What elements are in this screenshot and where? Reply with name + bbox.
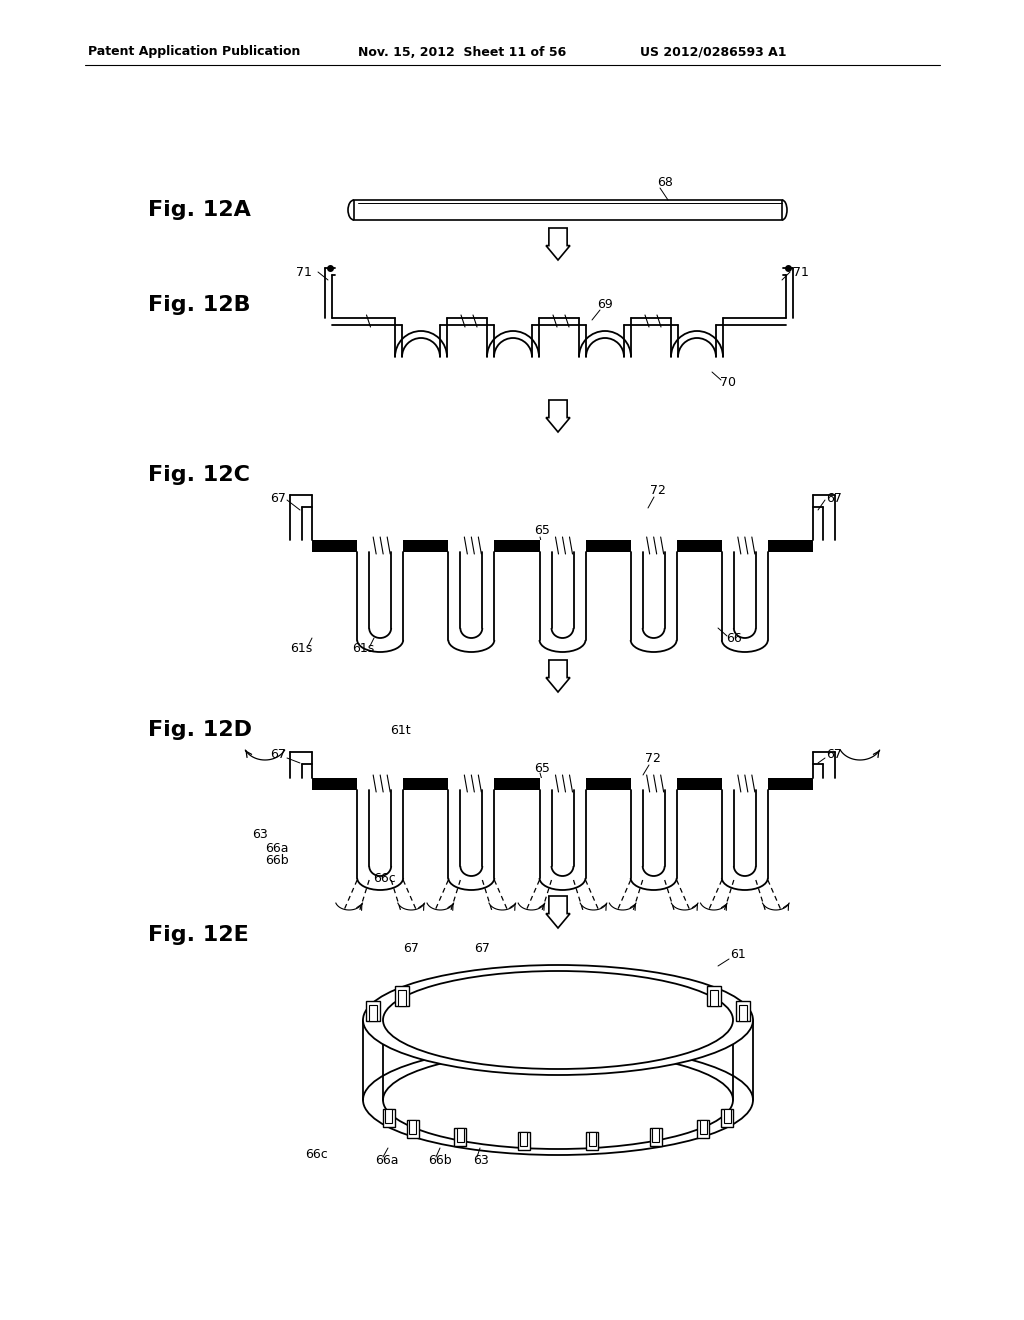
Text: 66a: 66a [265,842,289,854]
Polygon shape [449,540,495,552]
Polygon shape [354,201,782,220]
Text: 63: 63 [473,1154,488,1167]
Text: 71: 71 [296,265,312,279]
Text: Fig. 12D: Fig. 12D [148,719,252,741]
Text: 66b: 66b [428,1154,452,1167]
Text: 67: 67 [270,491,286,504]
Text: Fig. 12B: Fig. 12B [148,294,251,315]
Text: Fig. 12A: Fig. 12A [148,201,251,220]
Polygon shape [546,400,570,432]
Polygon shape [397,990,406,1006]
Polygon shape [520,1133,527,1146]
Polygon shape [722,540,768,552]
Polygon shape [587,1133,598,1150]
Polygon shape [385,1109,392,1123]
Text: 67: 67 [403,941,419,954]
Text: US 2012/0286593 A1: US 2012/0286593 A1 [640,45,786,58]
Polygon shape [546,896,570,928]
Polygon shape [546,228,570,260]
Polygon shape [540,777,586,789]
Polygon shape [736,1001,750,1022]
Polygon shape [708,986,721,1006]
Text: Fig. 12E: Fig. 12E [148,925,249,945]
Text: 67: 67 [826,748,842,762]
Polygon shape [589,1133,596,1146]
Polygon shape [449,777,495,789]
Text: 72: 72 [645,751,660,764]
Text: Fig. 12C: Fig. 12C [148,465,250,484]
Polygon shape [370,1005,377,1022]
Polygon shape [312,777,813,789]
Ellipse shape [362,965,753,1074]
Polygon shape [410,1119,416,1134]
Text: 61s: 61s [290,642,312,655]
Text: 65: 65 [550,1052,566,1064]
Text: 61: 61 [730,949,745,961]
Text: 72: 72 [650,483,666,496]
Polygon shape [649,1127,662,1146]
Ellipse shape [383,1051,733,1148]
Text: Nov. 15, 2012  Sheet 11 of 56: Nov. 15, 2012 Sheet 11 of 56 [358,45,566,58]
Text: 67: 67 [270,748,286,762]
Polygon shape [652,1127,659,1142]
Text: 71: 71 [793,265,809,279]
Polygon shape [722,777,768,789]
Polygon shape [711,990,718,1006]
Text: 66a: 66a [375,1154,398,1167]
Text: 61t: 61t [390,723,411,737]
Polygon shape [738,1005,746,1022]
Polygon shape [697,1119,710,1138]
Polygon shape [357,540,403,552]
Text: 67: 67 [474,941,489,954]
Text: 69: 69 [597,298,612,312]
Polygon shape [312,540,813,552]
Text: 66c: 66c [373,871,395,884]
Polygon shape [407,1119,419,1138]
Polygon shape [367,1001,380,1022]
Polygon shape [724,1109,731,1123]
Text: Patent Application Publication: Patent Application Publication [88,45,300,58]
Text: 61s: 61s [352,642,374,655]
Polygon shape [540,540,586,552]
Text: 70: 70 [720,375,736,388]
Polygon shape [546,660,570,692]
Text: 66: 66 [726,631,741,644]
Polygon shape [699,1119,707,1134]
Text: 63: 63 [252,828,267,841]
Text: 66: 66 [722,1028,737,1041]
Polygon shape [722,1109,733,1127]
Text: 67: 67 [826,491,842,504]
Text: 68: 68 [657,176,673,189]
Ellipse shape [383,972,733,1069]
Polygon shape [455,1127,466,1146]
Text: 65: 65 [534,762,550,775]
Text: 66b: 66b [265,854,289,866]
Polygon shape [631,540,677,552]
Polygon shape [395,986,409,1006]
Polygon shape [517,1133,529,1150]
Polygon shape [383,1109,394,1127]
Text: 65: 65 [534,524,550,536]
Polygon shape [631,777,677,789]
Ellipse shape [362,1045,753,1155]
Polygon shape [457,1127,464,1142]
Text: 66c: 66c [305,1148,328,1162]
Polygon shape [357,777,403,789]
